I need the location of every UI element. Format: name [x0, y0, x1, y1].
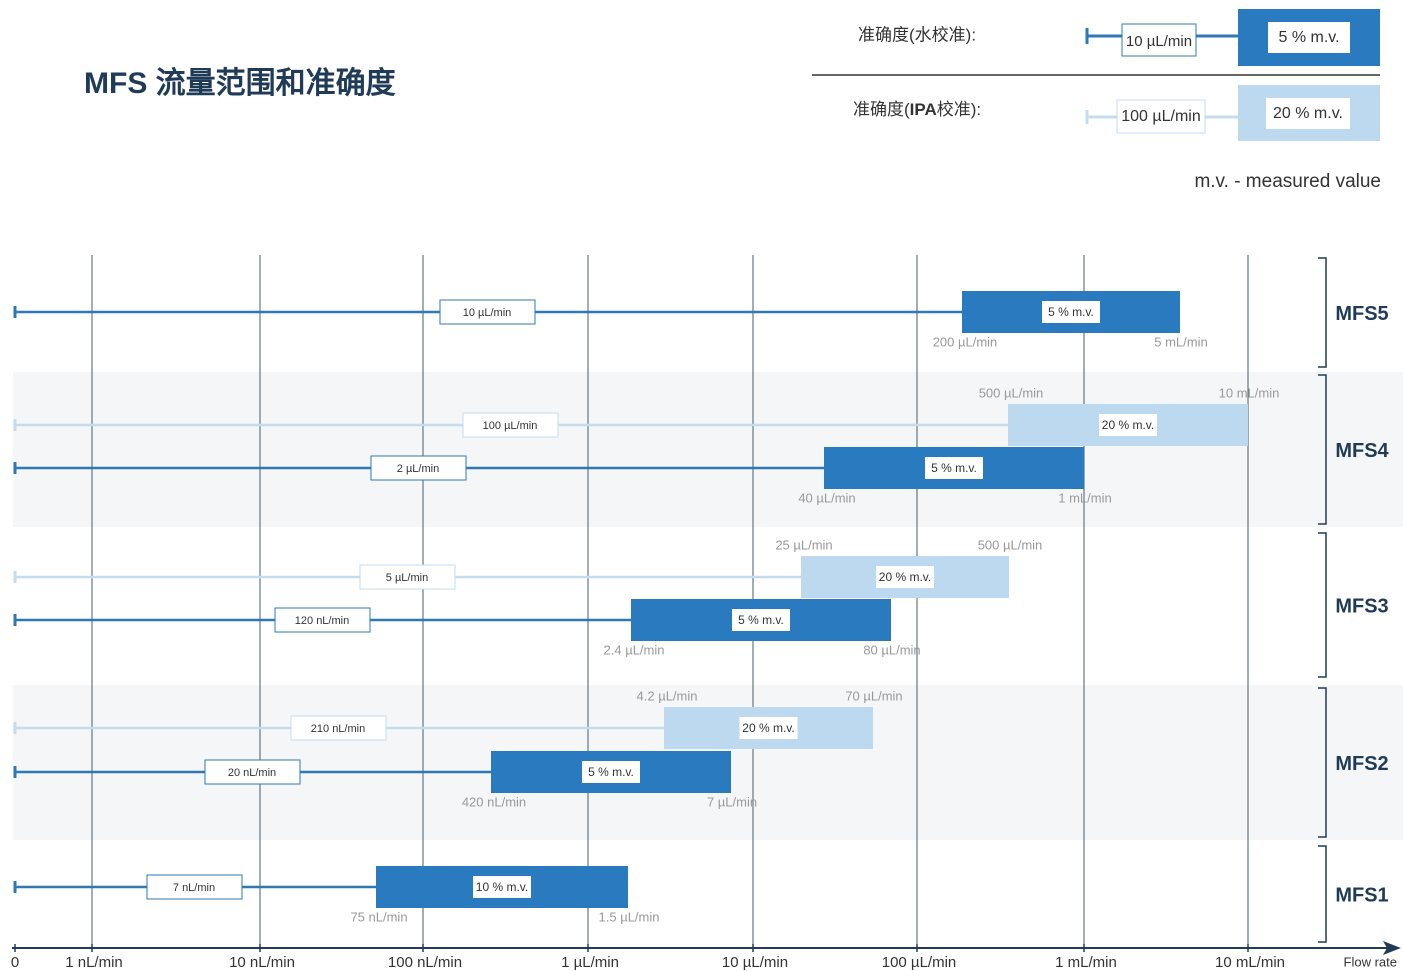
range-from: 2.4 µL/min — [604, 642, 665, 657]
accuracy-label: 5 % m.v. — [738, 613, 784, 627]
start-label: 120 nL/min — [295, 615, 349, 627]
legend-acc: 5 % m.v. — [1278, 29, 1339, 46]
range-from: 420 nL/min — [462, 794, 526, 809]
title: MFS 流量范围和准确度 — [84, 66, 396, 100]
accuracy-label: 10 % m.v. — [476, 880, 528, 894]
start-label: 100 µL/min — [483, 420, 538, 432]
range-from: 4.2 µL/min — [637, 688, 698, 703]
accuracy-label: 5 % m.v. — [931, 461, 977, 475]
x-tick-label: 10 nL/min — [229, 954, 295, 971]
x-tick-label: 1 mL/min — [1055, 954, 1117, 971]
start-label: 10 µL/min — [463, 307, 512, 319]
range-from: 75 nL/min — [350, 909, 407, 924]
group-bracket — [1318, 532, 1327, 678]
group-label: MFS3 — [1335, 595, 1388, 617]
legend-label: 准确度(水校准): — [858, 25, 976, 44]
range-to: 10 mL/min — [1219, 385, 1280, 400]
accuracy-label: 20 % m.v. — [879, 570, 931, 584]
start-label: 20 nL/min — [228, 767, 276, 779]
accuracy-box — [473, 876, 531, 898]
range-to: 70 µL/min — [845, 688, 902, 703]
legend-box — [1121, 23, 1197, 57]
start-box — [370, 455, 467, 481]
start-box — [274, 607, 371, 633]
accuracy-label: 20 % m.v. — [1102, 418, 1154, 432]
x-tick-label: 1 nL/min — [65, 954, 123, 971]
accuracy-box — [1042, 301, 1100, 323]
x-tick-label: 100 nL/min — [388, 954, 462, 971]
start-box — [439, 299, 536, 325]
x-tick-label: 0 — [11, 954, 19, 971]
legend-box — [1116, 99, 1206, 134]
accuracy-box — [739, 717, 798, 739]
accuracy-box — [582, 761, 640, 783]
range-to: 500 µL/min — [978, 537, 1043, 552]
range-to: 80 µL/min — [863, 642, 920, 657]
range-from: 500 µL/min — [979, 385, 1044, 400]
range-to: 1.5 µL/min — [599, 909, 660, 924]
axis-arrow — [1383, 941, 1401, 955]
accuracy-box — [1099, 414, 1157, 436]
legend-start: 100 µL/min — [1121, 108, 1200, 125]
group-label: MFS4 — [1335, 440, 1389, 462]
accuracy-box — [732, 609, 790, 631]
start-box — [290, 715, 387, 741]
start-label: 2 µL/min — [397, 463, 439, 475]
label-part: IPA — [910, 100, 937, 119]
start-box — [462, 412, 559, 438]
legend-acc-box — [1266, 98, 1350, 129]
legend-start: 10 µL/min — [1126, 33, 1192, 50]
group-bracket — [1318, 257, 1327, 368]
x-tick-label: 100 µL/min — [882, 954, 957, 971]
label-part: 准确度( — [853, 100, 910, 119]
group-band — [13, 372, 1403, 527]
group-label: MFS2 — [1335, 753, 1388, 775]
x-tick-label: 10 µL/min — [722, 954, 788, 971]
accuracy-label: 5 % m.v. — [1048, 305, 1094, 319]
group-bracket — [1318, 687, 1327, 838]
accuracy-label: 5 % m.v. — [588, 765, 634, 779]
start-box — [204, 759, 301, 785]
legend-acc-box — [1268, 22, 1350, 53]
range-from: 25 µL/min — [775, 537, 832, 552]
range-to: 7 µL/min — [707, 794, 757, 809]
start-label: 5 µL/min — [386, 572, 428, 584]
start-box — [146, 874, 243, 900]
accuracy-box — [925, 457, 983, 479]
group-label: MFS5 — [1335, 303, 1388, 325]
group-label: MFS1 — [1335, 884, 1388, 906]
range-from: 200 µL/min — [933, 334, 998, 349]
axis-title: Flow rate — [1344, 954, 1397, 969]
range-to: 1 mL/min — [1058, 490, 1111, 505]
legend-label: 准确度(IPA校准): — [853, 100, 981, 119]
legend-acc: 20 % m.v. — [1273, 105, 1343, 122]
x-tick-label: 1 µL/min — [561, 954, 619, 971]
group-bracket — [1318, 374, 1327, 525]
x-tick-label: 10 mL/min — [1215, 954, 1285, 971]
accuracy-box — [876, 566, 934, 588]
range-from: 40 µL/min — [798, 490, 855, 505]
label-part: 校准): — [937, 100, 981, 119]
start-label: 210 nL/min — [311, 723, 365, 735]
start-box — [359, 564, 456, 590]
legend-note: m.v. - measured value — [1194, 171, 1381, 192]
group-bracket — [1318, 845, 1327, 943]
start-label: 7 nL/min — [173, 882, 215, 894]
accuracy-label: 20 % m.v. — [742, 721, 794, 735]
range-to: 5 mL/min — [1154, 334, 1207, 349]
